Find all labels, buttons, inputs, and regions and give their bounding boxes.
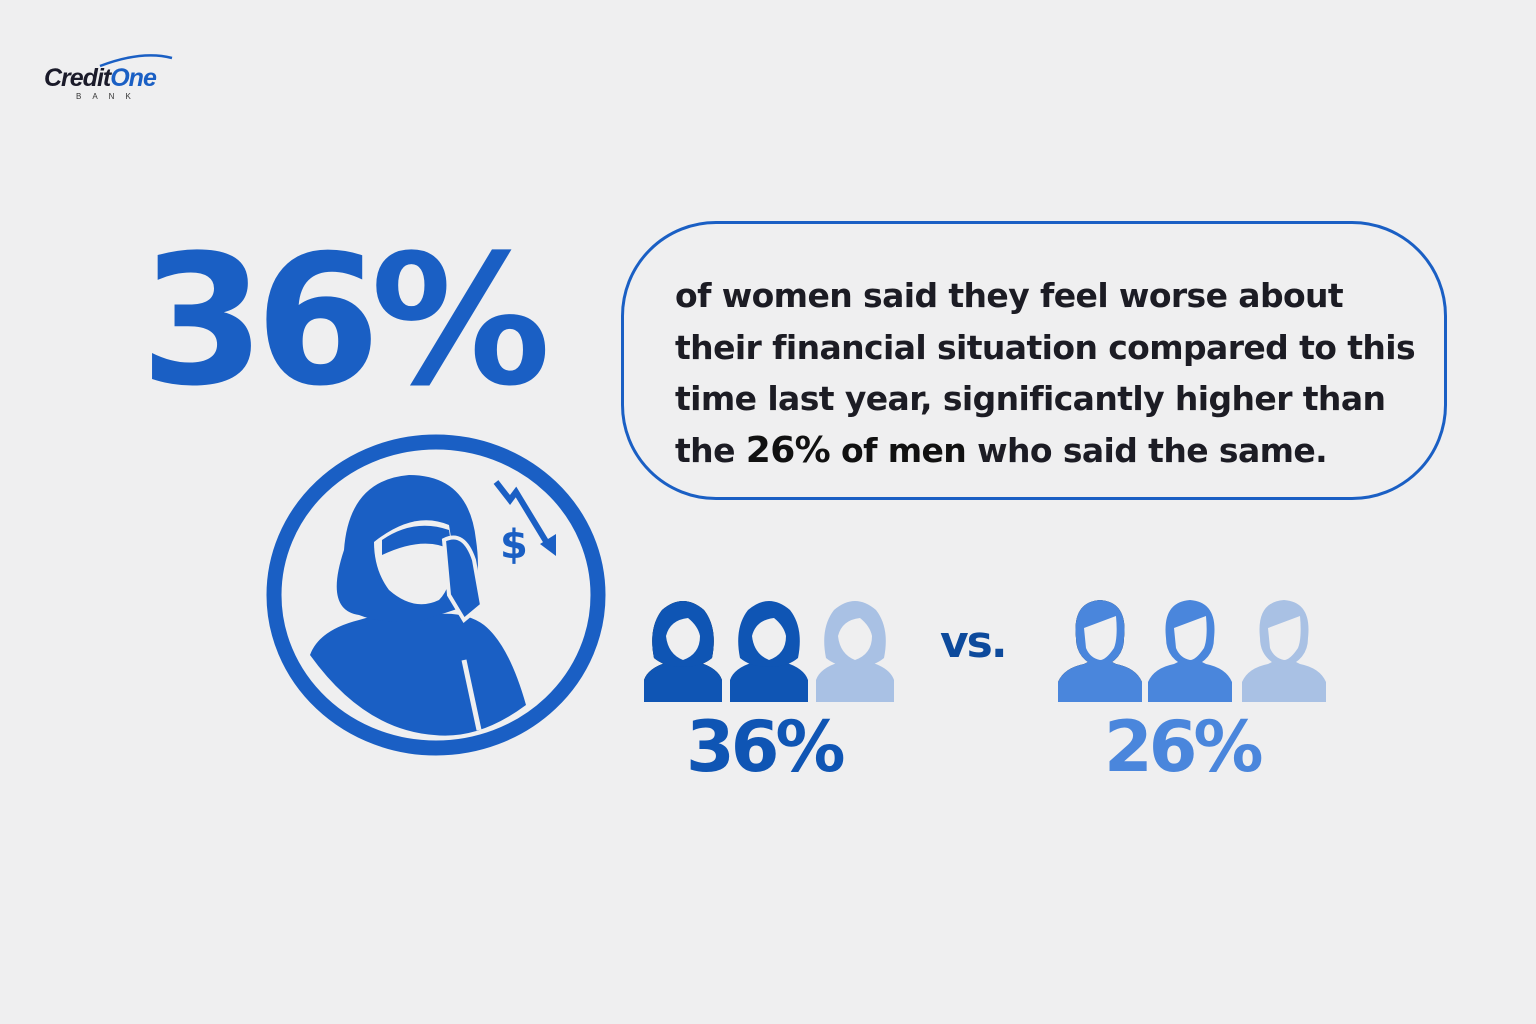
callout-box: of women said they feel worse about thei… — [621, 221, 1447, 500]
callout-text: of women said they feel worse about thei… — [675, 276, 1416, 471]
man-icon — [1148, 600, 1232, 702]
logo-swoosh-icon — [99, 54, 173, 68]
stressed-woman-icon: $ — [266, 434, 606, 756]
women-percentage: 36% — [686, 706, 846, 788]
men-icons — [1058, 600, 1326, 702]
dollar-down-arrow-icon: $ — [493, 480, 556, 568]
callout-highlight-number: 26% — [745, 429, 831, 471]
man-icon-faded — [1242, 600, 1326, 702]
logo-subtitle: BANK — [76, 92, 142, 101]
headline-stat: 36% — [140, 217, 551, 426]
vs-label: vs. — [940, 617, 1008, 668]
women-icons — [644, 601, 894, 702]
credit-one-bank-logo: CreditOne BANK — [42, 52, 192, 107]
svg-text:$: $ — [500, 522, 528, 568]
men-percentage: 26% — [1104, 706, 1264, 788]
callout-highlight-text: of men — [830, 430, 967, 470]
woman-icon-faded — [816, 601, 894, 702]
woman-icon — [730, 601, 808, 702]
logo-wordmark: CreditOne — [44, 64, 157, 92]
